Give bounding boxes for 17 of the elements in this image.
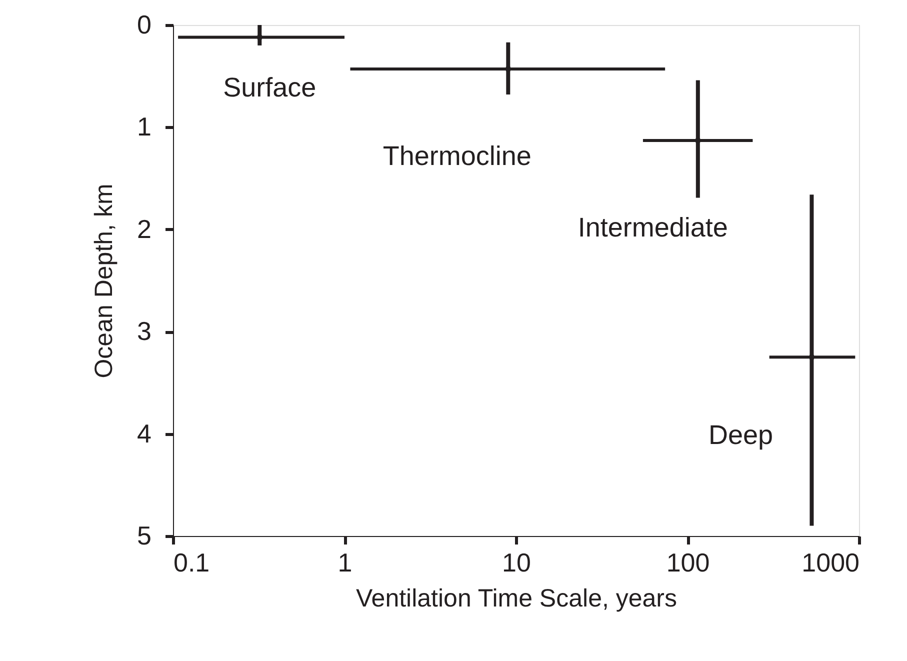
x-tick-label: 10	[502, 548, 531, 578]
series-label: Surface	[223, 72, 316, 102]
x-tick-label: 0.1	[174, 548, 210, 578]
y-tick-label: 4	[137, 418, 152, 448]
x-tick-label: 1	[338, 548, 352, 578]
y-tick-label: 0	[137, 10, 152, 40]
text: Thermocline	[382, 140, 532, 171]
x-axis-title: Ventilation Time Scale, years	[356, 584, 677, 612]
y-tick-label: 3	[137, 316, 152, 346]
x-tick-label: 100	[666, 548, 710, 578]
y-tick-label: 2	[137, 214, 152, 244]
text: Intermediate	[578, 212, 728, 242]
y-tick-label: 1	[137, 112, 152, 142]
y-axis-title: Ocean Depth, km	[90, 184, 118, 378]
x-tick-label: 1000	[802, 548, 860, 578]
text: Deep	[708, 420, 773, 450]
y-tick-label: 5	[137, 520, 152, 550]
